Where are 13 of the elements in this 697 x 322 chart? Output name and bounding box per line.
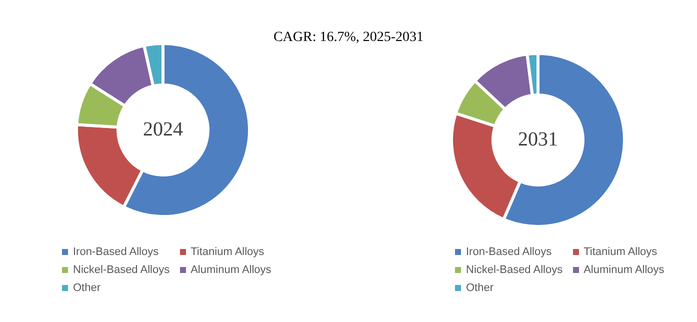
legend-label: Other xyxy=(465,282,495,294)
legend-label: Titanium Alloys xyxy=(582,246,658,258)
text: 2031 xyxy=(518,128,558,150)
legend-label: Iron-Based Alloys xyxy=(72,246,160,258)
legend-label: Nickel-Based Alloys xyxy=(72,264,170,276)
legend-label: Iron-Based Alloys xyxy=(465,246,553,258)
legend-label: Nickel-Based Alloys xyxy=(465,264,563,276)
legend-label: Aluminum Alloys xyxy=(582,264,664,276)
legend-label: Other xyxy=(72,282,102,294)
legend-label: Aluminum Alloys xyxy=(190,264,272,276)
text: CAGR: 16.7%, 2025-2031 xyxy=(272,30,425,46)
legend-label: Titanium Alloys xyxy=(190,246,266,258)
text: 2024 xyxy=(143,118,183,140)
